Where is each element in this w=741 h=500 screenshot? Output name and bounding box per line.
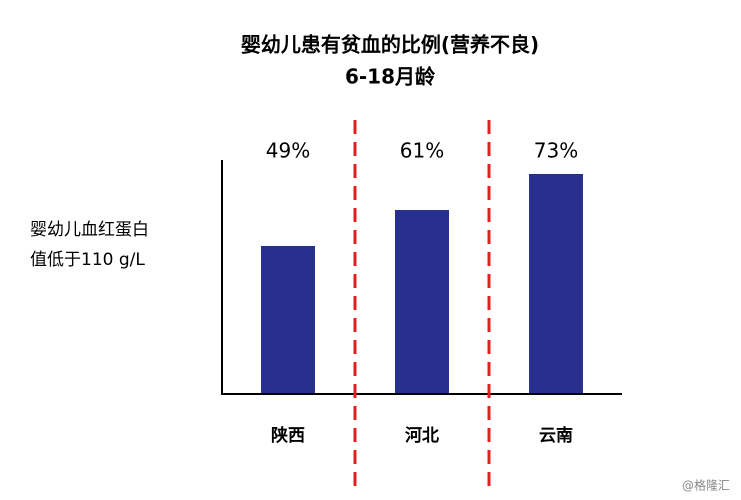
bar: [261, 246, 315, 393]
bar: [395, 210, 449, 393]
value-label: 61%: [400, 139, 444, 163]
y-axis-label: 婴幼儿血红蛋白: [30, 220, 149, 240]
bar: [529, 174, 583, 393]
x-tick-label: 陕西: [271, 425, 305, 446]
chart-title: 婴幼儿患有贫血的比例(营养不良): [241, 33, 539, 57]
value-label: 73%: [534, 139, 578, 163]
value-label: 49%: [266, 139, 310, 163]
chart-subtitle: 6-18月龄: [345, 65, 436, 89]
y-axis-label: 值低于110 g/L: [30, 250, 145, 270]
x-tick-label: 云南: [539, 425, 573, 446]
x-tick-label: 河北: [405, 426, 439, 446]
watermark: @格隆汇: [682, 478, 730, 493]
